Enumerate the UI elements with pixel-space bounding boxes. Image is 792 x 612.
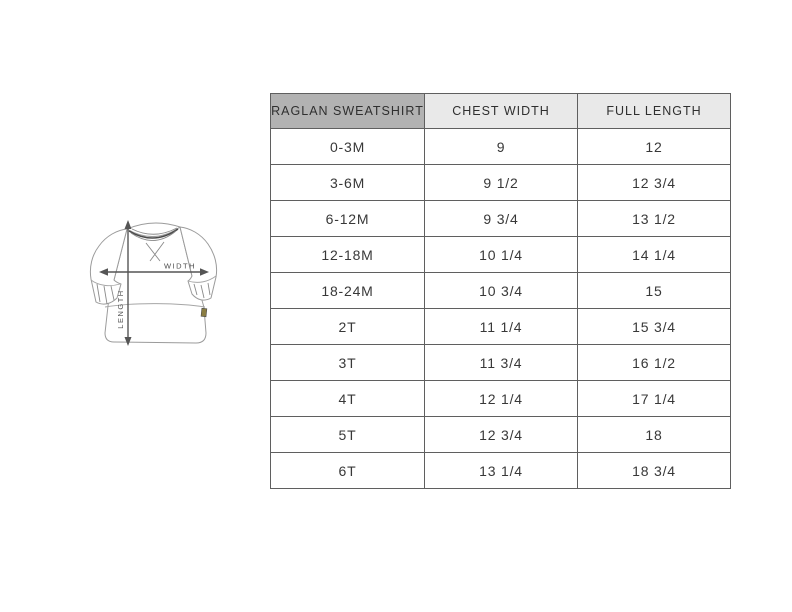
cell-chest-width: 12 1/4 (424, 380, 578, 417)
cell-size: 6T (270, 452, 425, 489)
cell-size: 18-24M (270, 272, 425, 309)
cell-size: 3-6M (270, 164, 425, 201)
cell-full-length: 15 (577, 272, 731, 309)
collar-inner-ribbing (128, 228, 179, 239)
collar-ribbing-line (130, 227, 178, 241)
table-row: 6-12M 9 3/4 13 1/2 (270, 200, 731, 237)
cell-full-length: 18 3/4 (577, 452, 731, 489)
cell-full-length: 17 1/4 (577, 380, 731, 417)
cell-size: 4T (270, 380, 425, 417)
cell-chest-width: 10 1/4 (424, 236, 578, 273)
cell-full-length: 12 (577, 128, 731, 165)
cell-chest-width: 10 3/4 (424, 272, 578, 309)
cell-chest-width: 9 3/4 (424, 200, 578, 237)
cell-chest-width: 12 3/4 (424, 416, 578, 453)
width-label: WIDTH (164, 262, 196, 271)
cell-full-length: 15 3/4 (577, 308, 731, 345)
table-body: 0-3M 9 12 3-6M 9 1/2 12 3/4 6-12M 9 3/4 … (270, 128, 731, 489)
width-arrow (99, 268, 209, 276)
cell-size: 12-18M (270, 236, 425, 273)
table-row: 3-6M 9 1/2 12 3/4 (270, 164, 731, 201)
right-cuff-seam (187, 275, 217, 283)
cell-chest-width: 9 (424, 128, 578, 165)
cell-full-length: 18 (577, 416, 731, 453)
left-cuff-seam (90, 279, 121, 287)
table-row: 3T 11 3/4 16 1/2 (270, 344, 731, 381)
collar (126, 222, 181, 237)
table-row: 12-18M 10 1/4 14 1/4 (270, 236, 731, 273)
x-stitch-detail (145, 241, 165, 262)
cell-size: 3T (270, 344, 425, 381)
hem-tag (200, 307, 208, 318)
table-row: 2T 11 1/4 15 3/4 (270, 308, 731, 345)
header-row: RAGLAN SWEATSHIRT CHEST WIDTH FULL LENGT… (270, 93, 731, 129)
sweatshirt-illustration: WIDTH LENGTH (89, 220, 218, 346)
cell-full-length: 12 3/4 (577, 164, 731, 201)
length-label: LENGTH (116, 289, 125, 328)
left-cuff-ribbing (96, 283, 115, 305)
table-row: 18-24M 10 3/4 15 (270, 272, 731, 309)
cell-size: 2T (270, 308, 425, 345)
right-sleeve (179, 226, 218, 301)
column-header-chest-width: CHEST WIDTH (424, 93, 578, 129)
cell-chest-width: 9 1/2 (424, 164, 578, 201)
cell-full-length: 16 1/2 (577, 344, 731, 381)
table-row: 6T 13 1/4 18 3/4 (270, 452, 731, 489)
table-row: 4T 12 1/4 17 1/4 (270, 380, 731, 417)
cell-size: 5T (270, 416, 425, 453)
right-cuff-ribbing (193, 282, 211, 299)
table-header: RAGLAN SWEATSHIRT CHEST WIDTH FULL LENGT… (270, 93, 731, 129)
column-header-size: RAGLAN SWEATSHIRT (270, 93, 425, 129)
size-chart-table: RAGLAN SWEATSHIRT CHEST WIDTH FULL LENGT… (270, 93, 731, 489)
cell-chest-width: 13 1/4 (424, 452, 578, 489)
hem-band-seam (104, 303, 206, 308)
cell-full-length: 13 1/2 (577, 200, 731, 237)
length-arrow (124, 220, 132, 346)
left-sleeve (89, 228, 128, 305)
cell-size: 0-3M (270, 128, 425, 165)
cell-chest-width: 11 3/4 (424, 344, 578, 381)
cell-chest-width: 11 1/4 (424, 308, 578, 345)
table-row: 0-3M 9 12 (270, 128, 731, 165)
table-row: 5T 12 3/4 18 (270, 416, 731, 453)
column-header-full-length: FULL LENGTH (577, 93, 731, 129)
cell-full-length: 14 1/4 (577, 236, 731, 273)
cell-size: 6-12M (270, 200, 425, 237)
